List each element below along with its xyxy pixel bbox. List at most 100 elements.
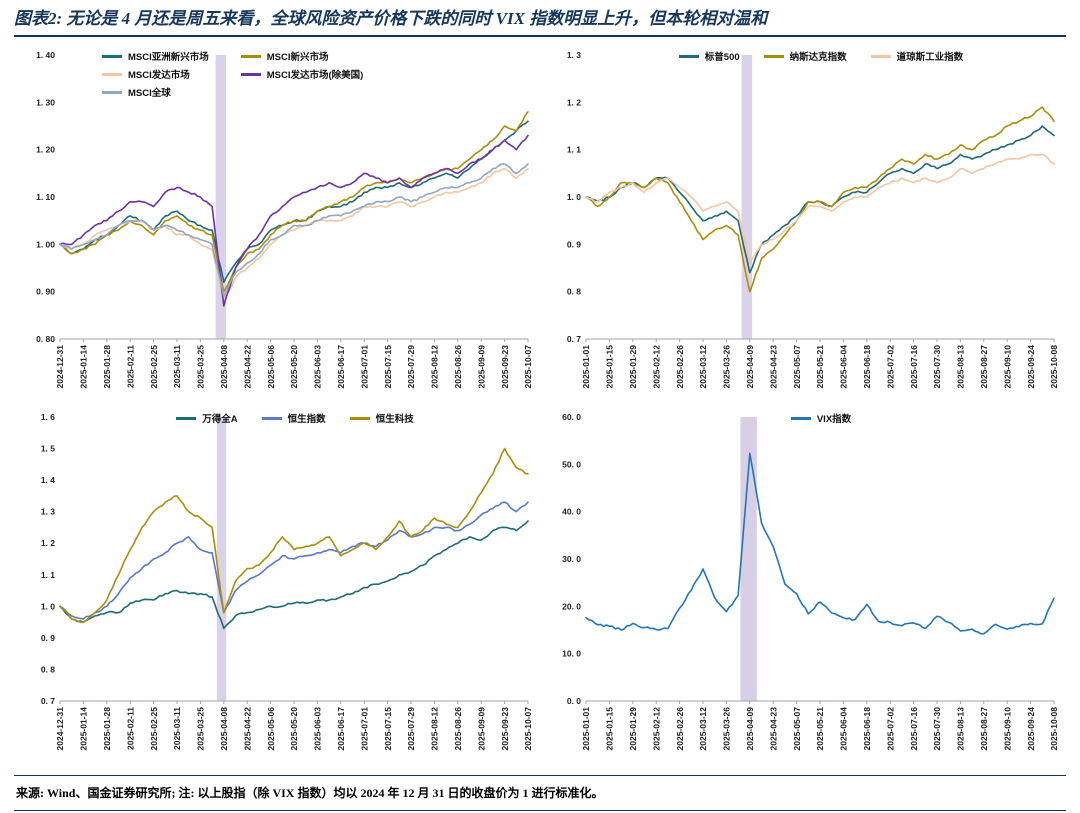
y-tick-label: 40. 0	[562, 507, 581, 517]
y-tick-label: 0. 9	[41, 633, 55, 643]
x-tick-label: 2025-07-29	[406, 345, 416, 389]
x-tick-label: 2025-02-26	[675, 345, 685, 389]
x-tick-label: 2025-07-30	[932, 707, 942, 751]
x-tick-label: 2025-02-26	[675, 707, 685, 751]
y-tick-label: 1. 2	[567, 97, 581, 107]
x-tick-label: 2025-10-07	[523, 707, 533, 751]
y-tick-label: 1. 1	[567, 145, 581, 155]
x-tick-label: 2025-07-02	[885, 707, 895, 751]
x-tick-label: 2025-03-25	[196, 707, 206, 751]
highlight-band	[740, 417, 757, 701]
x-tick-label: 2025-03-12	[698, 707, 708, 751]
y-tick-label: 0. 7	[567, 334, 581, 344]
x-tick-label: 2025-09-09	[476, 345, 486, 389]
x-tick-label: 2025-07-02	[885, 345, 895, 389]
x-tick-label: 2025-01-14	[79, 707, 89, 751]
series-line	[59, 501, 529, 620]
series-line	[59, 163, 529, 298]
x-tick-label: 2025-01-01	[581, 707, 591, 751]
x-tick-label: 2025-02-12	[651, 707, 661, 751]
x-tick-label: 2024-12-31	[55, 345, 65, 389]
x-tick-label: 2025-04-09	[745, 707, 755, 751]
y-tick-label: 0. 8	[567, 287, 581, 297]
highlight-band	[741, 55, 753, 339]
x-tick-label: 2025-07-15	[383, 707, 393, 751]
x-tick-label: 2025-09-23	[500, 707, 510, 751]
y-tick-label: 0. 90	[36, 287, 55, 297]
series-line	[585, 452, 1055, 635]
x-tick-label: 2025-03-11	[172, 345, 182, 388]
china-hk-chart-canvas: 0. 7 0. 8 0. 9 1. 0 1. 1 1. 2 1. 3 1. 4 1. 5 1. 6…	[41, 412, 533, 751]
y-tick-label: 1. 00	[36, 239, 55, 249]
x-tick-label: 2025-10-08	[1049, 707, 1059, 751]
figure-title: 图表2: 无论是 4 月还是周五来看，全球风险资产价格下跌的同时 VIX 指数明…	[14, 9, 768, 28]
x-tick-label: 2025-02-12	[651, 345, 661, 389]
y-tick-label: 60. 0	[562, 412, 581, 422]
x-tick-label: 2025-01-14	[79, 345, 89, 389]
y-tick-label: 1. 20	[36, 145, 55, 155]
chart-msci-panel: 0. 80 0. 90 1. 00 1. 10 1. 20 1. 30 1. 40 2024-…	[14, 47, 540, 409]
x-tick-label: 2025-07-16	[909, 707, 919, 751]
x-tick-label: 2025-01-29	[628, 707, 638, 751]
x-tick-label: 2025-08-13	[956, 345, 966, 389]
x-tick-label: 2025-07-01	[359, 707, 369, 751]
highlight-band	[216, 417, 227, 701]
series-line	[585, 125, 1055, 274]
y-tick-label: 0. 7	[41, 696, 55, 706]
y-tick-label: 1. 2	[41, 538, 55, 548]
series-line	[585, 106, 1055, 293]
x-tick-label: 2025-04-08	[219, 345, 229, 389]
x-tick-label: 2025-05-21	[815, 345, 825, 389]
x-tick-label: 2025-09-24	[1026, 707, 1036, 751]
us-indices-chart-canvas: 0. 7 0. 8 0. 9 1. 0 1. 1 1. 2 1. 3 2025-01-01 20…	[567, 50, 1059, 389]
y-tick-label: 0. 8	[41, 664, 55, 674]
title-rule	[14, 35, 1066, 37]
charts-grid: 0. 80 0. 90 1. 00 1. 10 1. 20 1. 30 1. 40 2024-…	[14, 47, 1066, 771]
y-tick-label: 1. 6	[41, 412, 55, 422]
x-tick-label: 2025-06-03	[313, 345, 323, 389]
y-tick-label: 0. 9	[567, 239, 581, 249]
msci-chart-canvas: 0. 80 0. 90 1. 00 1. 10 1. 20 1. 30 1. 40 2024-…	[36, 50, 533, 389]
y-tick-label: 1. 40	[36, 50, 55, 60]
x-tick-label: 2025-09-23	[500, 345, 510, 389]
x-tick-label: 2025-06-17	[336, 707, 346, 751]
x-tick-label: 2025-06-17	[336, 345, 346, 389]
x-tick-label: 2025-06-04	[839, 707, 849, 751]
y-tick-label: 1. 10	[36, 192, 55, 202]
x-tick-label: 2025-08-13	[956, 707, 966, 751]
x-tick-label: 2025-03-26	[722, 345, 732, 389]
x-tick-label: 2025-03-12	[698, 345, 708, 389]
x-tick-label: 2025-07-29	[406, 707, 416, 751]
series-line	[59, 134, 529, 307]
x-tick-label: 2025-08-26	[453, 345, 463, 389]
x-tick-label: 2025-06-18	[862, 707, 872, 751]
x-tick-label: 2025-06-18	[862, 345, 872, 389]
y-tick-label: 30. 0	[562, 554, 581, 564]
x-tick-label: 2025-02-11	[125, 707, 135, 750]
x-tick-label: 2025-07-16	[909, 345, 919, 389]
x-tick-label: 2025-05-20	[289, 345, 299, 389]
x-tick-label: 2025-09-24	[1026, 345, 1036, 389]
x-tick-label: 2025-08-12	[430, 707, 440, 751]
x-tick-label: 2025-03-25	[196, 345, 206, 389]
y-tick-label: 20. 0	[562, 601, 581, 611]
x-tick-label: 2025-07-30	[932, 345, 942, 389]
y-tick-label: 1. 30	[36, 97, 55, 107]
x-tick-label: 2025-02-25	[149, 345, 159, 389]
x-tick-label: 2025-09-09	[476, 707, 486, 751]
x-tick-label: 2025-04-08	[219, 707, 229, 751]
x-tick-label: 2025-10-08	[1049, 345, 1059, 389]
y-tick-label: 50. 0	[562, 459, 581, 469]
x-tick-label: 2025-02-25	[149, 707, 159, 751]
vix-chart-canvas: 0. 0 10. 0 20. 0 30. 0 40. 0 50. 0 60. 0 2025-0…	[562, 412, 1059, 751]
chart-us-indices-panel: 0. 7 0. 8 0. 9 1. 0 1. 1 1. 2 1. 3 2025-01-01 20…	[540, 47, 1066, 409]
y-tick-label: 1. 0	[41, 601, 55, 611]
x-tick-label: 2025-05-07	[792, 707, 802, 751]
y-tick-label: 1. 3	[41, 507, 55, 517]
x-tick-label: 2025-01-29	[628, 345, 638, 389]
chart-china-hk-panel: 0. 7 0. 8 0. 9 1. 0 1. 1 1. 2 1. 3 1. 4 1. 5 1. 6…	[14, 409, 540, 771]
x-tick-label: 2025-05-06	[266, 707, 276, 751]
x-tick-label: 2025-08-27	[979, 707, 989, 751]
x-tick-label: 2025-01-28	[102, 345, 112, 389]
